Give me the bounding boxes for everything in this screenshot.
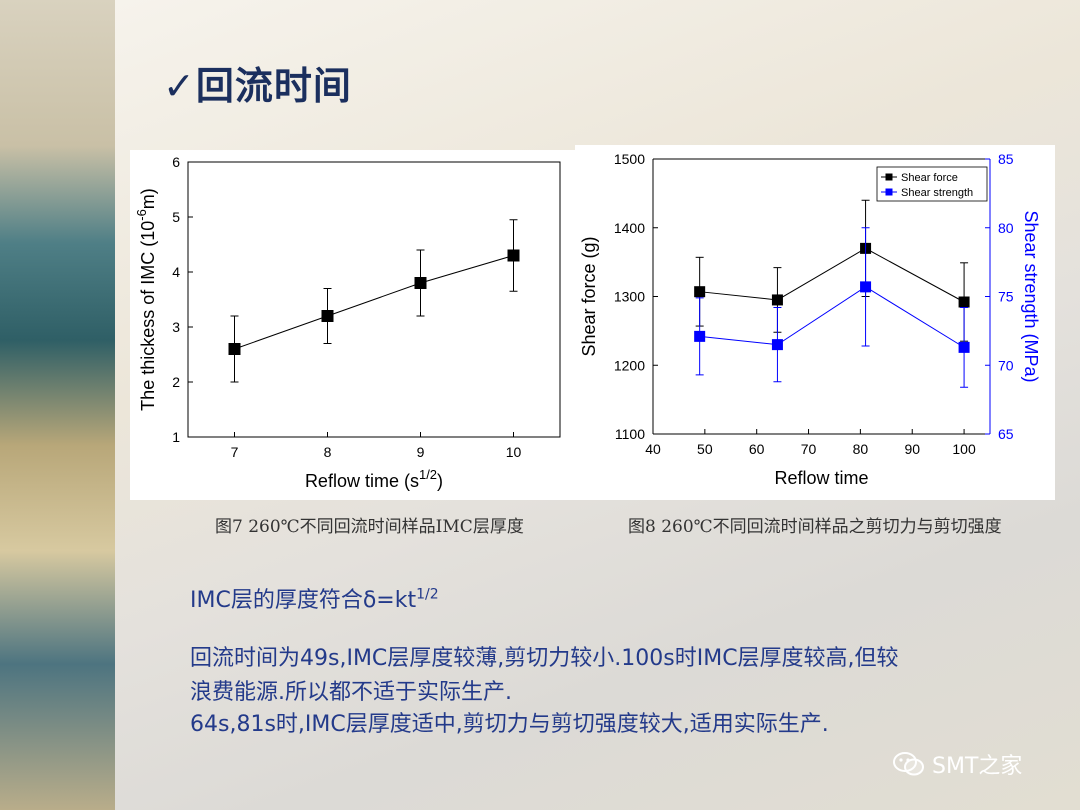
series-line-0 — [699, 247, 965, 303]
y-label-main: The thickess of IMC (10 — [138, 221, 158, 411]
data-point — [771, 339, 783, 351]
title-text: 回流时间 — [195, 64, 352, 108]
data-point — [414, 277, 427, 289]
formula-sup: 1/2 — [416, 586, 439, 603]
formula-line: IMC层的厚度符合δ=kt1/2 — [190, 582, 439, 614]
x-tick-label: 7 — [231, 444, 239, 460]
chart2-svg: 40 50 60 70 80 90 100 1100 1200 1300 1400 1500 65 70 7… — [579, 151, 1041, 488]
data-point — [694, 330, 706, 342]
data-point — [694, 286, 706, 298]
chart-imc-thickness: 7 8 9 10 1 2 3 4 5 6 Reflow time (s1/2) The thickes… — [130, 150, 575, 500]
y-right-tick-label: 80 — [998, 220, 1014, 236]
x-axis-label: Reflow time (s1/2) — [305, 467, 443, 491]
data-point — [321, 310, 334, 322]
y-label-end: m) — [138, 188, 158, 209]
watermark: SMT之家 — [892, 748, 1022, 780]
x-tick-label: 40 — [645, 441, 661, 457]
series-line-1 — [699, 286, 965, 348]
check-icon: ✓ — [163, 64, 196, 108]
data-point — [958, 341, 970, 353]
y-label-sup: -6 — [134, 209, 149, 221]
chart1-svg: 7 8 9 10 1 2 3 4 5 6 Reflow time (s1/2) The thickes… — [134, 154, 561, 491]
formula-text: IMC层的厚度符合δ=kt — [190, 588, 417, 613]
y-tick-label: 6 — [172, 154, 180, 170]
x-tick-label: 90 — [904, 441, 920, 457]
data-point — [507, 249, 520, 262]
x-axis-label: Reflow time — [774, 468, 868, 488]
y-tick-label: 1500 — [614, 151, 645, 167]
data-point — [958, 296, 970, 308]
y-right-tick-label: 75 — [998, 289, 1014, 305]
y-right-tick-label: 85 — [998, 151, 1014, 167]
x-label-main: Reflow time (s — [305, 471, 419, 491]
y-axis-label: The thickess of IMC (10-6m) — [134, 188, 158, 411]
x-tick-label: 100 — [952, 441, 976, 457]
y-tick-label: 3 — [172, 319, 180, 335]
y-right-tick-label: 65 — [998, 426, 1014, 442]
x-tick-label: 80 — [853, 441, 869, 457]
series-line — [234, 255, 514, 350]
conclusion-line-1: 回流时间为49s,IMC层厚度较薄,剪切力较小.100s时IMC层厚度较高,但较 — [190, 646, 899, 671]
x-tick-label: 8 — [324, 444, 332, 460]
x-tick-label: 10 — [506, 444, 522, 460]
y-tick-label: 1200 — [614, 357, 645, 373]
conclusion-line-3: 64s,81s时,IMC层厚度适中,剪切力与剪切强度较大,适用实际生产. — [190, 712, 829, 737]
data-point — [860, 281, 872, 293]
y-tick-label: 1400 — [614, 220, 645, 236]
x-label-sup: 1/2 — [419, 467, 437, 482]
y-tick-label: 2 — [172, 374, 180, 390]
plot-frame — [187, 161, 561, 438]
y-axis-label: Shear force (g) — [579, 236, 599, 356]
legend-label: Shear strength — [901, 187, 973, 199]
chart-shear: 40 50 60 70 80 90 100 1100 1200 1300 1400 1500 65 70 7… — [575, 145, 1055, 500]
x-tick-label: 9 — [417, 444, 425, 460]
x-label-end: ) — [437, 471, 443, 491]
data-point — [771, 294, 783, 306]
legend-marker — [885, 188, 893, 196]
caption-fig7: 图7 260℃不同回流时间样品IMC层厚度 — [215, 517, 524, 537]
wechat-icon — [893, 752, 924, 776]
y-tick-label: 4 — [172, 264, 180, 280]
x-tick-label: 50 — [697, 441, 713, 457]
legend-box — [876, 166, 988, 202]
y-tick-label: 1300 — [614, 289, 645, 305]
slide-title: ✓回流时间 — [163, 55, 352, 110]
background-left-strip — [0, 0, 115, 810]
watermark-text: SMT之家 — [932, 754, 1023, 779]
conclusion-line-2: 浪费能源.所以都不适于实际生产. — [190, 680, 512, 705]
y-right-tick-label: 70 — [998, 357, 1014, 373]
data-point — [228, 343, 241, 355]
x-tick-label: 60 — [749, 441, 765, 457]
legend-marker — [885, 173, 893, 181]
y-tick-label: 1 — [172, 429, 180, 445]
y-tick-label: 5 — [172, 209, 180, 225]
y-tick-label: 1100 — [615, 426, 645, 442]
caption-fig8: 图8 260℃不同回流时间样品之剪切力与剪切强度 — [628, 517, 1002, 537]
x-tick-label: 70 — [801, 441, 817, 457]
legend-label: Shear force — [901, 172, 958, 184]
y-right-axis-label: Shear strength (MPa) — [1021, 210, 1041, 382]
